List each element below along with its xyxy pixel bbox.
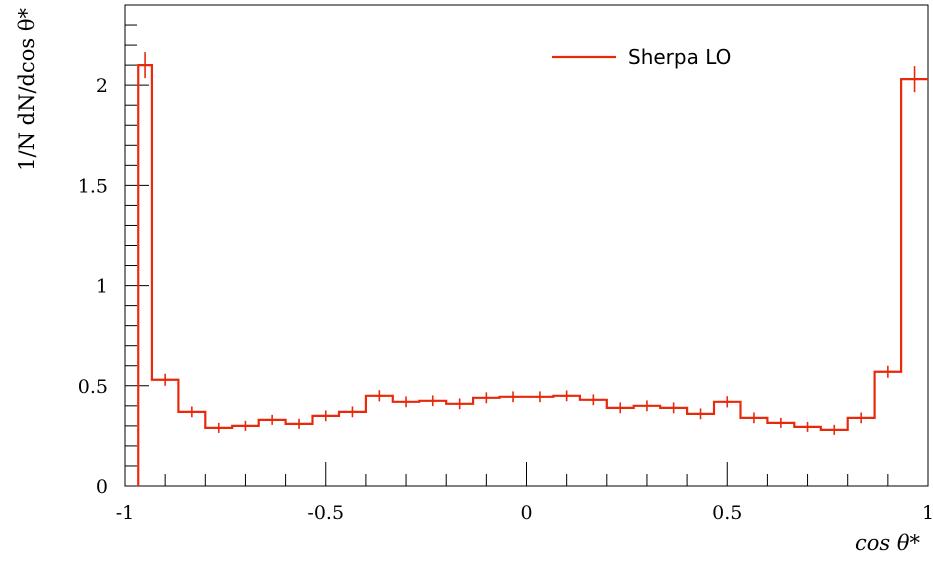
data-point [560, 390, 573, 402]
y-tick-label: 0 [96, 476, 108, 498]
data-point [426, 395, 439, 407]
y-axis-title: 1/N dN/dcos θ* [15, 8, 39, 171]
data-point [828, 424, 841, 435]
data-point [667, 402, 680, 414]
x-ticks: -1 -0.5 0 0.5 1 [116, 462, 933, 524]
data-point [801, 421, 814, 432]
data-point [159, 373, 172, 386]
y-tick-label: 1 [96, 276, 108, 298]
data-point [293, 418, 306, 429]
x-tick-label: 0.5 [712, 502, 742, 524]
data-point [881, 365, 894, 378]
data-point [319, 410, 332, 422]
plot-frame [124, 4, 929, 487]
data-point [239, 420, 252, 431]
y-tick-label: 1.5 [78, 175, 108, 197]
y-ticks: 0 0.5 1 1.5 2 [78, 24, 149, 498]
data-point [346, 406, 359, 418]
x-axis-title: cos θ* [855, 531, 920, 555]
histogram-line [137, 64, 928, 486]
data-point [480, 392, 493, 404]
x-tick-label: -0.5 [307, 502, 344, 524]
data-point [373, 390, 386, 402]
y-tick-label: 2 [96, 75, 108, 97]
data-point [855, 412, 868, 424]
data-point [640, 400, 653, 412]
data-point [139, 52, 152, 79]
data-point [721, 396, 734, 408]
data-point [747, 412, 760, 424]
x-tick-label: 0 [520, 502, 532, 524]
data-point [908, 66, 921, 93]
data-point [453, 398, 466, 410]
x-tick-label: 1 [922, 502, 933, 524]
data-point [212, 422, 225, 433]
series-layer [137, 52, 928, 486]
data-point [507, 391, 520, 403]
data-point [266, 414, 279, 425]
y-tick-label: 0.5 [78, 376, 108, 398]
data-point [185, 406, 198, 418]
data-point [533, 391, 546, 403]
data-point [400, 396, 413, 408]
legend: Sherpa LO [552, 45, 731, 69]
data-point [694, 408, 707, 420]
legend-label: Sherpa LO [628, 45, 731, 69]
data-point [614, 402, 627, 414]
data-point [587, 394, 600, 406]
x-tick-label: -1 [116, 502, 135, 524]
data-point [774, 417, 787, 428]
